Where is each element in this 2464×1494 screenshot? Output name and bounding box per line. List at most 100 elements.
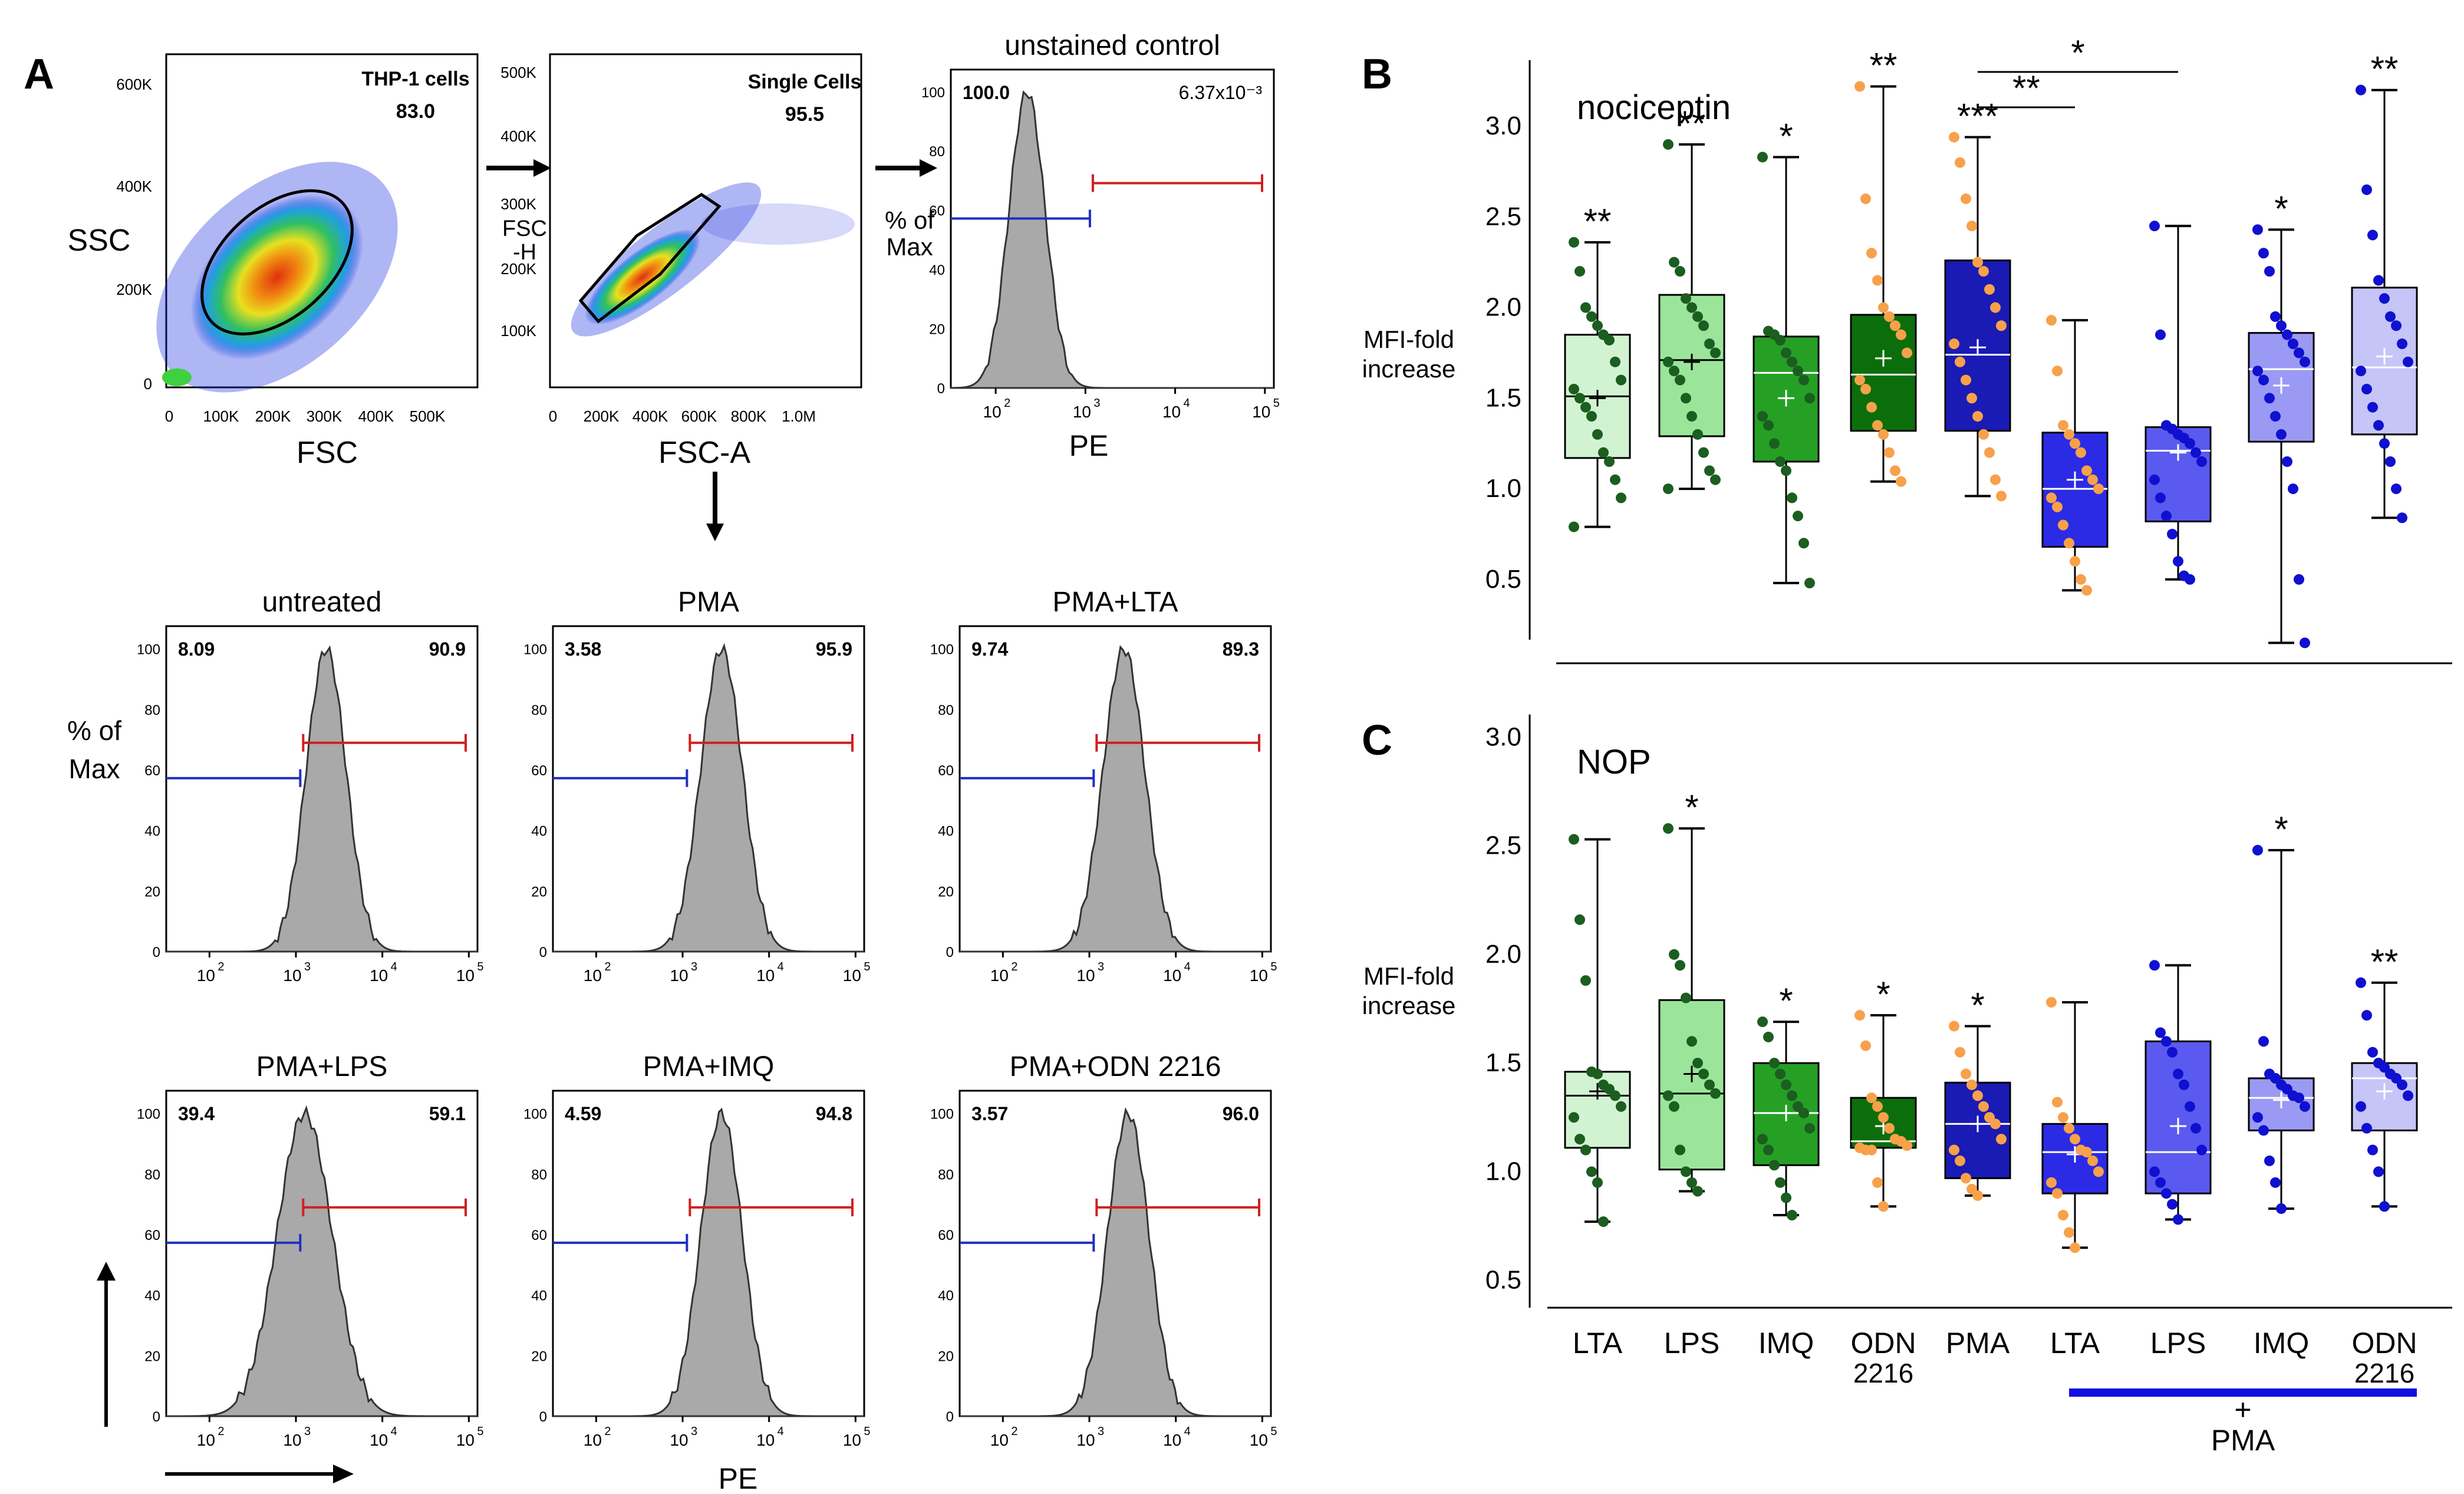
significance-label: * <box>2274 189 2288 228</box>
right-gate-percent: 94.8 <box>816 1103 852 1124</box>
y-tick: 80 <box>938 702 954 718</box>
y-tick: 2.0 <box>1485 940 1521 969</box>
data-point <box>1710 474 1721 485</box>
data-point <box>2173 1068 2183 1080</box>
y-tick: 100 <box>523 642 547 658</box>
data-point <box>2052 501 2063 512</box>
x-tick-exponent: 2 <box>604 960 611 973</box>
data-point <box>1574 393 1585 404</box>
data-point <box>1769 438 1780 449</box>
data-point <box>1972 256 1983 268</box>
pma-group-bar <box>2069 1388 2417 1397</box>
data-point <box>1669 949 1679 960</box>
data-point <box>2058 519 2068 531</box>
data-point <box>2300 356 2310 367</box>
data-point <box>1996 1134 2007 1145</box>
y-tick: 600K <box>116 75 152 93</box>
y-tick: 200K <box>500 260 536 278</box>
data-point <box>1961 1068 1971 1080</box>
data-point <box>1763 1031 1774 1042</box>
y-tick: 0 <box>153 945 160 960</box>
data-point <box>1710 347 1721 358</box>
y-tick: 100 <box>137 642 160 658</box>
data-point <box>1580 402 1591 413</box>
significance-label: *** <box>1957 97 1998 136</box>
data-point <box>1604 334 1615 345</box>
y-tick: 40 <box>929 262 945 278</box>
data-point <box>1663 139 1674 150</box>
x-tick-exponent: 4 <box>391 960 397 973</box>
x-tick: 1.0M <box>782 407 816 425</box>
y-tick: 20 <box>144 1348 160 1364</box>
x-tick-exponent: 4 <box>1184 397 1190 410</box>
data-point <box>1949 1144 1959 1156</box>
data-point <box>1854 81 1865 92</box>
data-point <box>1675 374 1685 386</box>
y-tick: 40 <box>144 824 160 840</box>
data-point <box>1769 1160 1780 1171</box>
data-point <box>1757 152 1768 163</box>
data-point <box>1663 1090 1674 1101</box>
data-point <box>1757 1134 1768 1145</box>
data-point <box>1878 1201 1889 1212</box>
y-tick: 100 <box>921 85 945 101</box>
data-point <box>2397 1079 2407 1090</box>
data-point <box>1569 383 1579 394</box>
scatter-plot-singlets: Single Cells 95.5 0 200K 400K 600K 800K … <box>500 53 862 470</box>
arrow-right-icon <box>165 1465 354 1483</box>
data-point <box>1996 320 2007 331</box>
data-point <box>2070 556 2080 567</box>
category-label: LPS <box>2150 1327 2206 1360</box>
iqr-box <box>1850 314 1917 432</box>
y-axis-label-line2: Max <box>886 233 933 261</box>
y-tick: 200K <box>116 281 152 298</box>
y-axis-label-line2: -H <box>513 240 536 265</box>
data-point <box>1569 834 1579 845</box>
data-point <box>2161 1188 2172 1199</box>
x-tick-exponent: 2 <box>1011 1425 1017 1438</box>
data-point <box>2070 1242 2080 1253</box>
data-point <box>1616 1101 1626 1112</box>
data-point <box>2373 420 2384 431</box>
x-tick-exponent: 2 <box>218 1425 224 1438</box>
y-axis-label-line1: MFI-fold <box>1363 962 1454 990</box>
data-point <box>2356 366 2366 377</box>
y-axis-label: SSC <box>68 223 131 258</box>
x-tick-labels: 0 200K 400K 600K 800K 1.0M <box>549 407 816 425</box>
y-tick: 60 <box>938 1228 954 1243</box>
data-point <box>2155 329 2166 340</box>
data-point <box>1781 347 1791 358</box>
y-axis-label-line1: MFI-fold <box>1363 325 1454 353</box>
y-tick: 100 <box>930 642 954 658</box>
x-tick-exponent: 3 <box>304 1425 311 1438</box>
data-point <box>2167 1047 2178 1058</box>
x-tick-exponent: 4 <box>1184 960 1191 973</box>
x-axis-label: FSC <box>297 436 358 470</box>
data-point <box>2294 347 2304 358</box>
data-point <box>2052 1188 2063 1199</box>
data-point <box>2403 356 2413 367</box>
data-point <box>1681 992 1691 1003</box>
data-point <box>2196 456 2207 467</box>
data-point <box>2373 1166 2384 1177</box>
category-label: LPS <box>1664 1327 1720 1360</box>
x-tick-exponent: 3 <box>691 1425 697 1438</box>
data-point <box>1775 1068 1786 1080</box>
right-gate-percent: 6.37x10⁻³ <box>1179 82 1263 103</box>
box-8: * <box>2248 809 2315 1214</box>
data-point <box>2046 492 2057 504</box>
x-tick: 10 <box>584 1431 602 1449</box>
data-point <box>2190 447 2201 458</box>
chart-title: NOP <box>1577 743 1651 781</box>
x-tick-exponent: 5 <box>477 960 483 973</box>
y-tick: 80 <box>144 702 160 718</box>
x-tick-exponent: 3 <box>304 960 311 973</box>
data-point <box>1681 393 1691 404</box>
pma-group-label: PMA <box>2211 1424 2275 1457</box>
data-point <box>2367 1144 2378 1156</box>
data-point <box>1698 447 1709 458</box>
data-point <box>2185 574 2195 585</box>
y-tick: 100 <box>523 1107 547 1123</box>
